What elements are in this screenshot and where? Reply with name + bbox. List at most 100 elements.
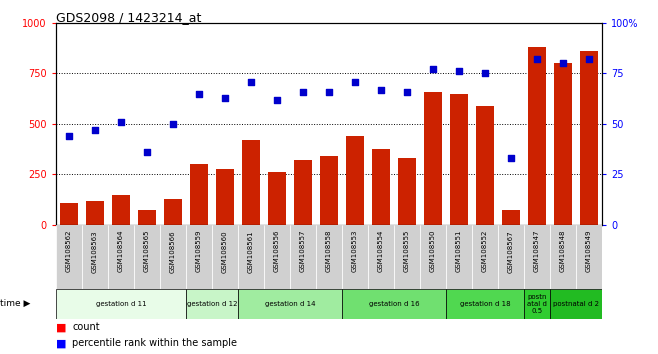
Bar [216, 169, 234, 225]
Text: GSM108565: GSM108565 [144, 230, 150, 272]
Bar [160, 225, 186, 289]
Text: count: count [72, 322, 100, 332]
Bar [550, 225, 576, 289]
Text: gestation d 18: gestation d 18 [460, 301, 511, 307]
Bar [264, 225, 290, 289]
Point [168, 121, 178, 127]
Bar [320, 156, 338, 225]
Bar [580, 51, 598, 225]
Point [454, 69, 465, 74]
Point [584, 57, 594, 62]
Text: GSM108559: GSM108559 [196, 230, 202, 272]
Text: GSM108556: GSM108556 [274, 230, 280, 272]
Bar [112, 195, 130, 225]
Bar [316, 225, 342, 289]
Bar [550, 289, 602, 319]
Point [532, 57, 542, 62]
Text: GSM108563: GSM108563 [92, 230, 98, 273]
Bar [342, 289, 446, 319]
Text: gestation d 16: gestation d 16 [368, 301, 419, 307]
Text: GSM108551: GSM108551 [456, 230, 462, 272]
Bar [134, 225, 160, 289]
Text: time ▶: time ▶ [0, 299, 30, 308]
Bar [394, 225, 420, 289]
Text: gestation d 12: gestation d 12 [187, 301, 238, 307]
Bar [268, 172, 286, 225]
Text: postn
atal d
0.5: postn atal d 0.5 [527, 293, 547, 314]
Bar [164, 199, 182, 225]
Bar [346, 136, 364, 225]
Point [350, 79, 361, 84]
Bar [60, 202, 78, 225]
Point [506, 155, 517, 161]
Point [245, 79, 256, 84]
Text: GSM108566: GSM108566 [170, 230, 176, 273]
Bar [420, 225, 446, 289]
Point [402, 89, 413, 95]
Bar [554, 63, 572, 225]
Point [272, 97, 282, 103]
Text: GSM108547: GSM108547 [534, 230, 540, 272]
Bar [186, 289, 238, 319]
Bar [424, 92, 442, 225]
Text: GSM108552: GSM108552 [482, 230, 488, 272]
Point [141, 149, 152, 155]
Bar [212, 225, 238, 289]
Bar [498, 225, 524, 289]
Text: GSM108549: GSM108549 [586, 230, 592, 272]
Bar [446, 225, 472, 289]
Bar [450, 93, 468, 225]
Bar [238, 289, 342, 319]
Bar [528, 47, 546, 225]
Bar [294, 160, 312, 225]
Bar [446, 289, 524, 319]
Point [558, 61, 569, 66]
Text: GSM108564: GSM108564 [118, 230, 124, 272]
Text: GSM108560: GSM108560 [222, 230, 228, 273]
Text: GSM108562: GSM108562 [66, 230, 72, 272]
Text: ■: ■ [56, 338, 66, 348]
Bar [56, 289, 186, 319]
Bar [372, 149, 390, 225]
Bar [342, 225, 368, 289]
Text: GSM108567: GSM108567 [508, 230, 514, 273]
Text: GSM108548: GSM108548 [560, 230, 566, 272]
Text: postnatal d 2: postnatal d 2 [553, 301, 599, 307]
Bar [186, 225, 212, 289]
Bar [398, 158, 416, 225]
Bar [472, 225, 498, 289]
Text: percentile rank within the sample: percentile rank within the sample [72, 338, 238, 348]
Point [324, 89, 334, 95]
Text: GSM108555: GSM108555 [404, 230, 410, 272]
Text: GSM108553: GSM108553 [352, 230, 358, 272]
Text: GSM108550: GSM108550 [430, 230, 436, 272]
Bar [368, 225, 394, 289]
Bar [576, 225, 602, 289]
Text: GSM108557: GSM108557 [300, 230, 306, 272]
Text: GSM108561: GSM108561 [248, 230, 254, 273]
Bar [524, 225, 550, 289]
Point [220, 95, 230, 101]
Text: GDS2098 / 1423214_at: GDS2098 / 1423214_at [56, 11, 201, 24]
Bar [502, 210, 520, 225]
Bar [290, 225, 316, 289]
Bar [524, 289, 550, 319]
Point [480, 70, 490, 76]
Text: gestation d 14: gestation d 14 [265, 301, 315, 307]
Point [428, 67, 438, 72]
Point [64, 133, 74, 139]
Bar [242, 140, 260, 225]
Point [116, 119, 126, 125]
Bar [238, 225, 264, 289]
Point [376, 87, 386, 92]
Point [297, 89, 308, 95]
Bar [108, 225, 134, 289]
Point [193, 91, 204, 96]
Bar [86, 201, 104, 225]
Bar [190, 164, 208, 225]
Text: ■: ■ [56, 322, 66, 332]
Text: GSM108558: GSM108558 [326, 230, 332, 272]
Bar [56, 225, 82, 289]
Text: gestation d 11: gestation d 11 [95, 301, 146, 307]
Bar [476, 106, 494, 225]
